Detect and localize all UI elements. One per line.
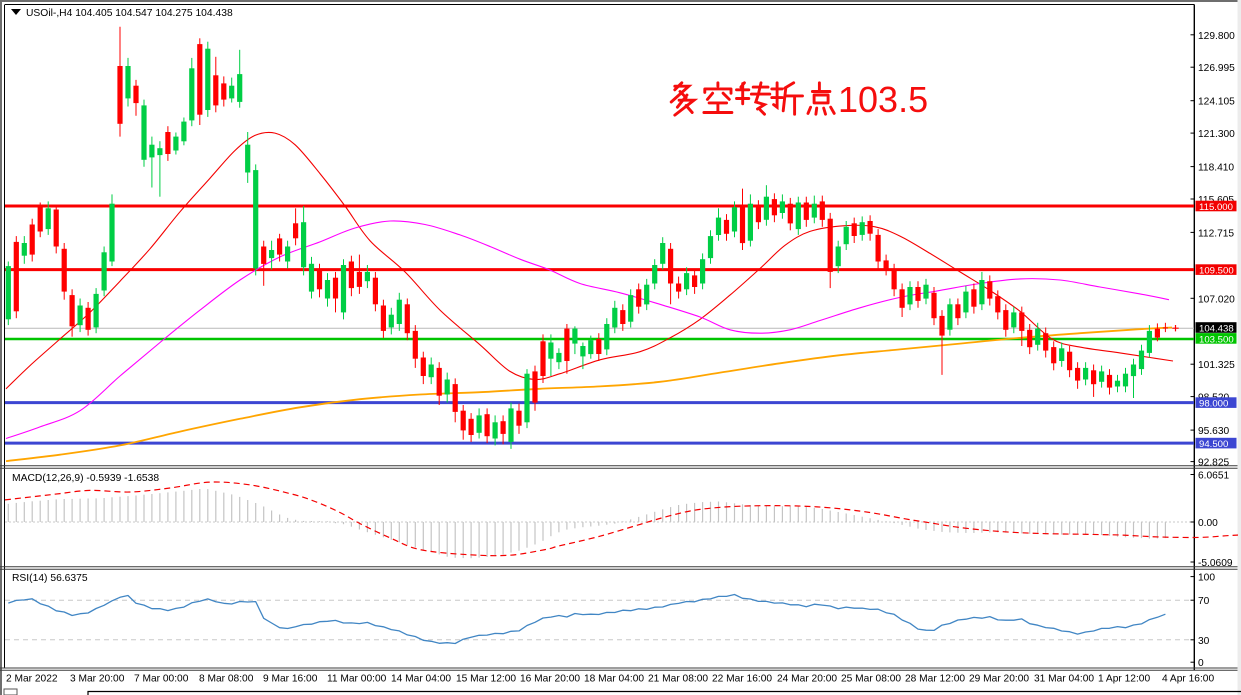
svg-text:16 Mar 20:00: 16 Mar 20:00 bbox=[520, 674, 580, 685]
svg-text:121.300: 121.300 bbox=[1198, 129, 1235, 140]
svg-text:9 Mar 16:00: 9 Mar 16:00 bbox=[263, 674, 318, 685]
svg-text:0: 0 bbox=[1198, 658, 1204, 669]
svg-text:126.995: 126.995 bbox=[1198, 63, 1235, 74]
svg-text:-5.0609: -5.0609 bbox=[1198, 558, 1233, 569]
svg-text:101.325: 101.325 bbox=[1198, 360, 1235, 371]
svg-text:6.0651: 6.0651 bbox=[1198, 471, 1229, 482]
svg-text:118.410: 118.410 bbox=[1198, 163, 1234, 174]
svg-text:107.020: 107.020 bbox=[1198, 294, 1235, 305]
svg-text:94.500: 94.500 bbox=[1199, 439, 1228, 450]
svg-text:1 Apr 12:00: 1 Apr 12:00 bbox=[1098, 674, 1150, 685]
svg-text:112.715: 112.715 bbox=[1198, 228, 1234, 239]
svg-text:15 Mar 12:00: 15 Mar 12:00 bbox=[456, 674, 516, 685]
svg-text:30: 30 bbox=[1198, 636, 1210, 647]
svg-text:0.00: 0.00 bbox=[1198, 518, 1218, 529]
svg-text:4 Apr 16:00: 4 Apr 16:00 bbox=[1162, 674, 1214, 685]
svg-text:2 Mar 2022: 2 Mar 2022 bbox=[6, 674, 58, 685]
svg-text:21 Mar 08:00: 21 Mar 08:00 bbox=[648, 674, 708, 685]
svg-text:28 Mar 12:00: 28 Mar 12:00 bbox=[905, 674, 965, 685]
svg-text:MACD(12,26,9) -0.5939 -1.6538: MACD(12,26,9) -0.5939 -1.6538 bbox=[12, 473, 159, 484]
svg-text:11 Mar 00:00: 11 Mar 00:00 bbox=[327, 674, 387, 685]
svg-text:100: 100 bbox=[1198, 573, 1215, 584]
svg-text:USOil-,H4 104.405 104.547 104: USOil-,H4 104.405 104.547 104.275 104.43… bbox=[26, 8, 233, 19]
svg-text:129.800: 129.800 bbox=[1198, 31, 1235, 42]
svg-text:8 Mar 08:00: 8 Mar 08:00 bbox=[199, 674, 254, 685]
svg-text:18 Mar 04:00: 18 Mar 04:00 bbox=[584, 674, 644, 685]
svg-text:115.605: 115.605 bbox=[1198, 195, 1234, 206]
svg-text:98.000: 98.000 bbox=[1199, 399, 1228, 410]
svg-text:22 Mar 16:00: 22 Mar 16:00 bbox=[712, 674, 772, 685]
svg-text:70: 70 bbox=[1198, 596, 1210, 607]
svg-text:109.500: 109.500 bbox=[1199, 266, 1234, 277]
svg-text:103.500: 103.500 bbox=[1199, 334, 1234, 345]
svg-text:7 Mar 00:00: 7 Mar 00:00 bbox=[134, 674, 189, 685]
svg-text:103.5: 103.5 bbox=[838, 79, 928, 120]
svg-text:92.825: 92.825 bbox=[1198, 458, 1229, 469]
svg-text:104.438: 104.438 bbox=[1199, 324, 1234, 335]
svg-text:31 Mar 04:00: 31 Mar 04:00 bbox=[1034, 674, 1094, 685]
svg-text:124.105: 124.105 bbox=[1198, 97, 1235, 108]
svg-text:95.630: 95.630 bbox=[1198, 426, 1229, 437]
svg-text:24 Mar 20:00: 24 Mar 20:00 bbox=[777, 674, 837, 685]
svg-text:25 Mar 08:00: 25 Mar 08:00 bbox=[841, 674, 901, 685]
svg-text:RSI(14) 56.6375: RSI(14) 56.6375 bbox=[12, 573, 88, 584]
svg-text:29 Mar 20:00: 29 Mar 20:00 bbox=[969, 674, 1029, 685]
svg-text:115.000: 115.000 bbox=[1199, 202, 1233, 213]
svg-text:14 Mar 04:00: 14 Mar 04:00 bbox=[391, 674, 451, 685]
svg-text:3 Mar 20:00: 3 Mar 20:00 bbox=[70, 674, 125, 685]
